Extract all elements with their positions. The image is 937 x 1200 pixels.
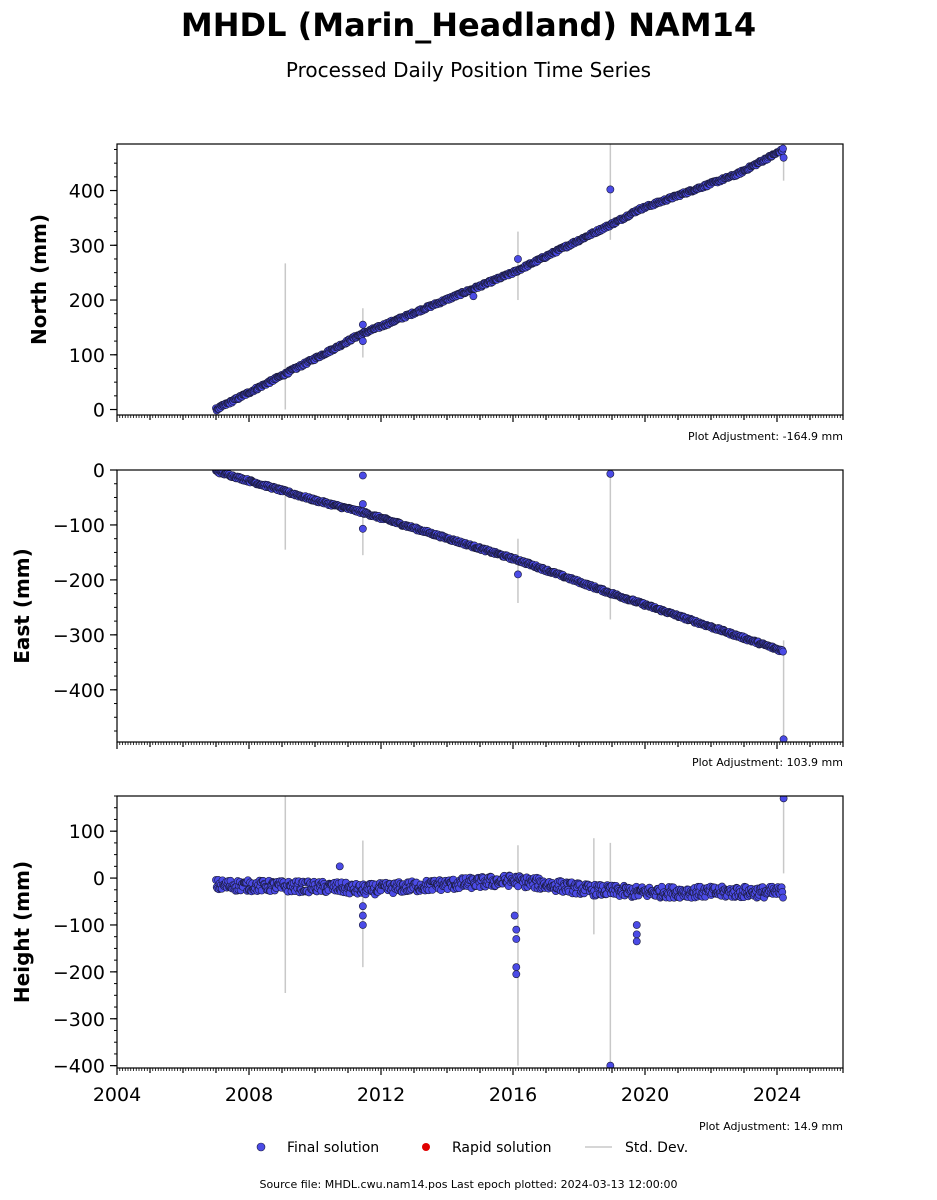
x-tick-label: 2016 xyxy=(489,1084,537,1106)
y-tick-label: −200 xyxy=(53,570,105,592)
panels-group: 0 100 200 300 400 North (mm) Plot Adjustment: … xyxy=(10,143,844,1133)
y-axis-label: North (mm) xyxy=(27,214,51,345)
panel-east: 0 −100 −200 −300 −400 East (mm) Plot Adjustmen… xyxy=(10,460,844,769)
outlier-point xyxy=(358,337,367,345)
y-tick-label: 400 xyxy=(69,181,105,203)
y-tick-label: 200 xyxy=(69,290,105,312)
chart-title: MHDL (Marin_Headland) NAM14 xyxy=(181,6,756,44)
source-footer: Source file: MHDL.cwu.nam14.pos Last epo… xyxy=(259,1178,677,1191)
y-axis-label: East (mm) xyxy=(10,548,34,664)
outlier-point xyxy=(514,255,522,263)
plot-adjustment: Plot Adjustment: 103.9 mm xyxy=(692,756,843,769)
outlier-point xyxy=(606,185,615,194)
legend-rapid-marker xyxy=(422,1143,430,1151)
plot-area xyxy=(212,796,788,1068)
outlier-point xyxy=(514,570,522,579)
outlier-point xyxy=(358,524,367,533)
x-tick-label: 2004 xyxy=(93,1084,141,1106)
outlier-point xyxy=(358,500,367,508)
legend-final-marker xyxy=(256,1142,266,1152)
y-tick-label: 100 xyxy=(69,821,105,843)
plot-adjustment: Plot Adjustment: 14.9 mm xyxy=(699,1120,843,1133)
x-tick-label: 2020 xyxy=(621,1084,669,1106)
y-tick-label: −400 xyxy=(53,680,105,702)
data-point xyxy=(779,647,787,656)
outlier-point xyxy=(469,292,478,301)
data-point xyxy=(779,144,787,153)
x-tick-label: 2008 xyxy=(225,1084,273,1106)
y-tick-label: −300 xyxy=(53,1009,105,1031)
outlier-point xyxy=(358,471,367,480)
outlier-point xyxy=(512,925,521,934)
legend-rapid-label: Rapid solution xyxy=(452,1140,552,1156)
chart-subtitle: Processed Daily Position Time Series xyxy=(286,58,651,82)
y-tick-label: −300 xyxy=(53,625,105,647)
outlier-point xyxy=(358,320,367,329)
y-tick-label: 100 xyxy=(69,345,105,367)
axes-frame xyxy=(116,469,844,743)
y-axis-label: Height (mm) xyxy=(10,861,34,1003)
outlier-point xyxy=(335,862,344,871)
y-tick-label: 0 xyxy=(93,400,105,422)
axes-frame xyxy=(116,143,844,416)
y-tick-label: 300 xyxy=(69,235,105,257)
x-tick-label: 2024 xyxy=(753,1084,801,1106)
legend-std-label: Std. Dev. xyxy=(625,1140,688,1156)
y-tick-label: 0 xyxy=(93,868,105,890)
outlier-point xyxy=(606,470,615,478)
legend: Final solution Rapid solution Std. Dev. xyxy=(256,1140,688,1156)
plot-adjustment: Plot Adjustment: -164.9 mm xyxy=(688,430,843,443)
outlier-point xyxy=(606,1061,615,1068)
outlier-point xyxy=(512,963,521,972)
outlier-point xyxy=(510,911,519,920)
outlier-point xyxy=(358,902,367,911)
y-tick-label: −200 xyxy=(53,962,105,984)
outlier-point xyxy=(632,921,641,929)
outlier-point xyxy=(358,911,367,920)
outlier-point xyxy=(512,970,521,979)
outlier-point xyxy=(779,735,788,742)
x-tick-label: 2012 xyxy=(357,1084,405,1106)
outlier-point xyxy=(779,153,788,162)
data-point xyxy=(779,893,787,902)
outlier-point xyxy=(632,930,641,939)
outlier-point xyxy=(779,796,788,803)
plot-area xyxy=(212,144,788,415)
y-tick-label: −400 xyxy=(53,1056,105,1078)
panel-north: 0 100 200 300 400 North (mm) Plot Adjustment: … xyxy=(27,143,844,443)
outlier-point xyxy=(358,921,367,929)
y-tick-label: −100 xyxy=(53,915,105,937)
legend-final-label: Final solution xyxy=(287,1140,379,1156)
y-tick-label: −100 xyxy=(53,515,105,537)
outlier-point xyxy=(632,937,641,946)
y-tick-label: 0 xyxy=(93,460,105,482)
outlier-point xyxy=(512,935,521,943)
axes-frame xyxy=(116,795,844,1069)
plot-area xyxy=(212,470,788,742)
panel-height: 100 0 −100 −200 −300 −400 2004 2008 2012 2016 2020… xyxy=(10,795,844,1133)
